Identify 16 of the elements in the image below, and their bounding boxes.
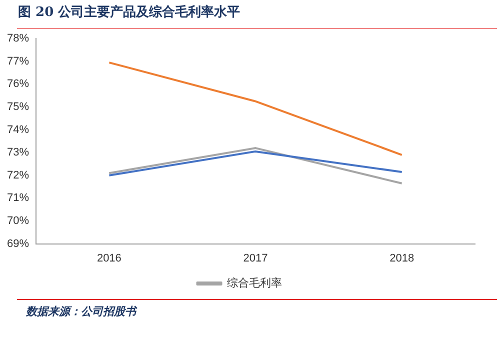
x-tick-label: 2018 [390, 252, 414, 264]
y-tick-label: 76% [6, 78, 30, 90]
y-tick-label: 78% [6, 32, 30, 45]
legend-label: 综合毛利率 [226, 276, 282, 290]
y-tick-label: 71% [6, 192, 30, 204]
y-tick-label: 74% [6, 124, 30, 136]
y-tick-label: 69% [6, 238, 30, 250]
y-tick-label: 70% [6, 215, 30, 228]
y-tick-label: 72% [6, 169, 30, 182]
source-note: 数据来源：公司招股书 [25, 304, 138, 319]
chart-title: 图 20 公司主要产品及综合毛利率水平 [17, 4, 242, 22]
y-tick-label: 73% [6, 146, 30, 159]
x-tick-label: 2016 [96, 252, 122, 264]
x-tick-label: 2017 [243, 252, 268, 264]
y-tick-label: 75% [6, 101, 30, 114]
y-tick-label: 77% [6, 55, 30, 68]
